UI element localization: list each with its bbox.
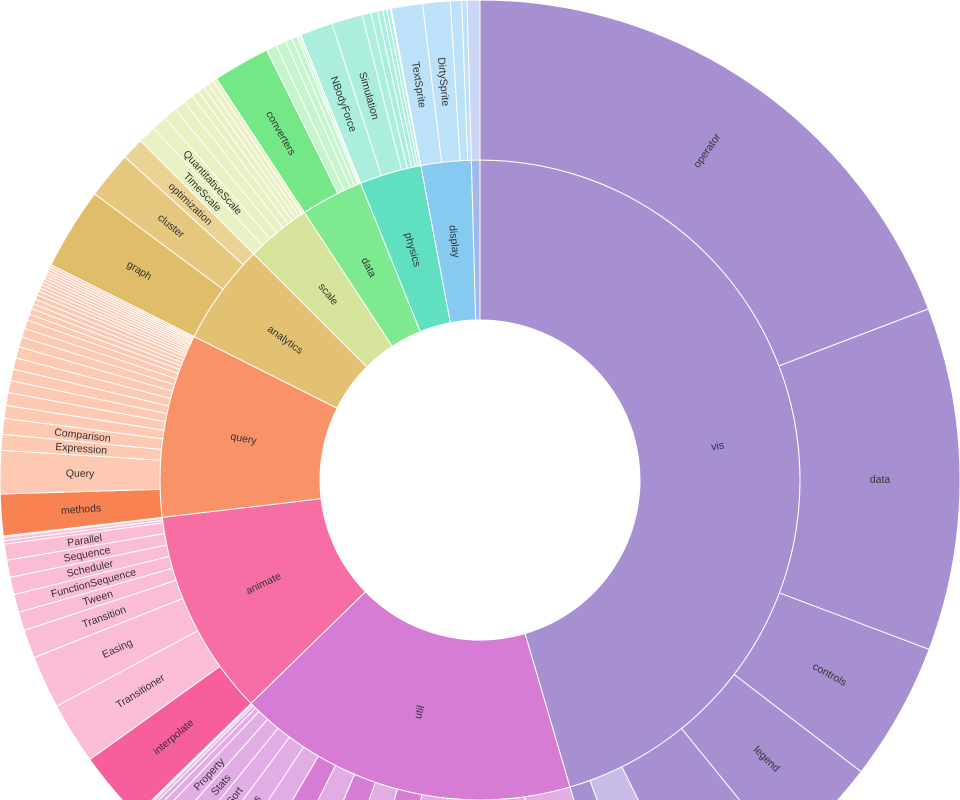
sunburst-segment-FlareVis[interactable]: [466, 0, 481, 161]
sunburst-segment-data[interactable]: [778, 308, 960, 651]
sunburst-segment-operator[interactable]: [479, 0, 930, 367]
sunburst-segment-axis[interactable]: [621, 727, 783, 800]
